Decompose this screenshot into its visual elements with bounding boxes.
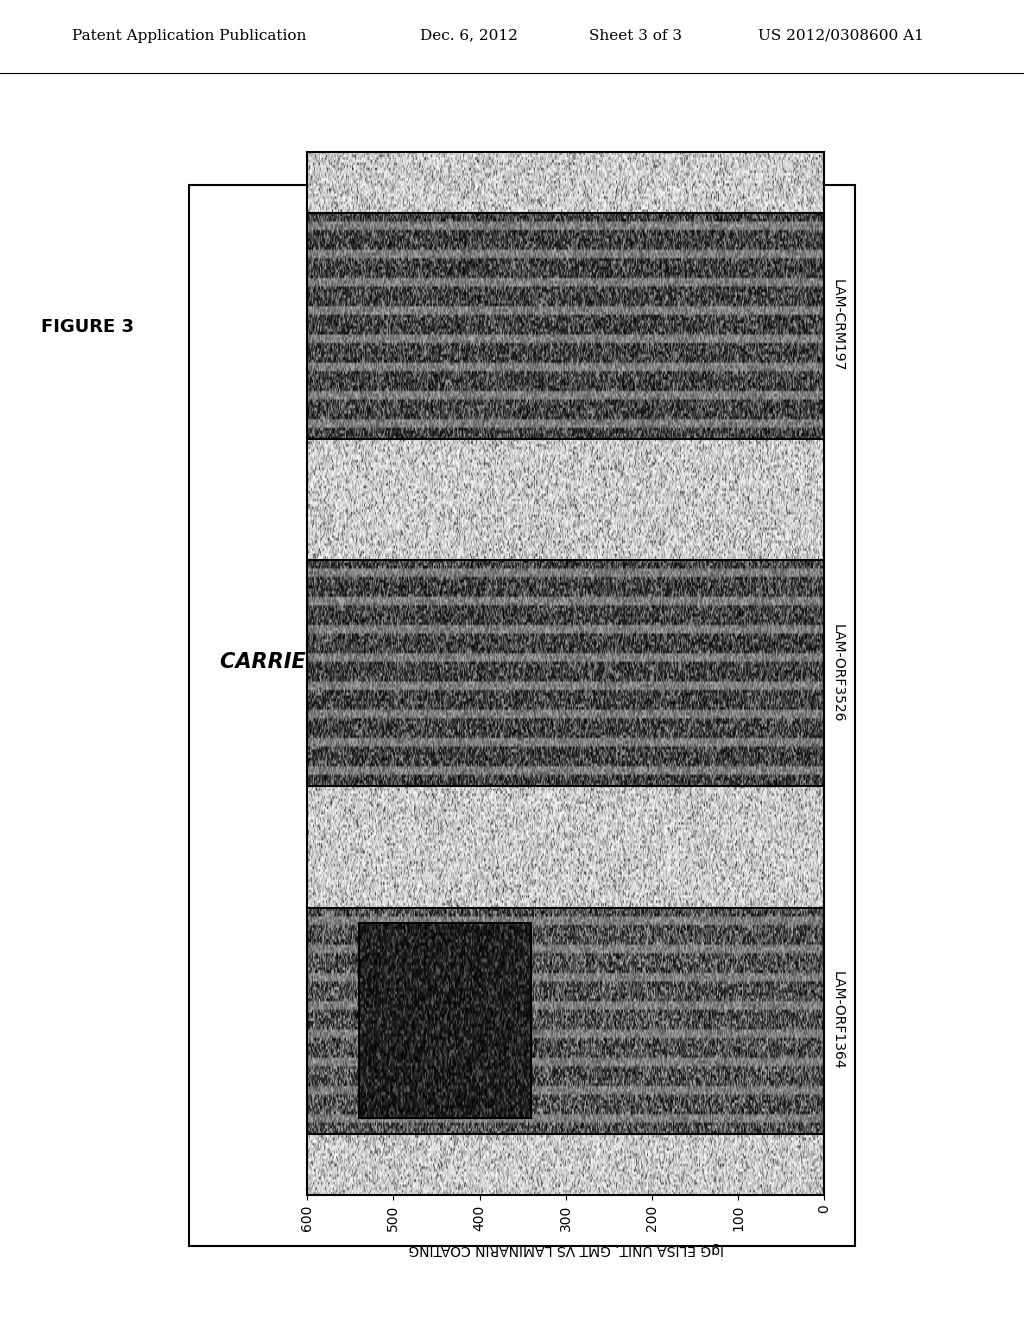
Text: LAM-ORF1364: LAM-ORF1364 bbox=[831, 972, 845, 1071]
Bar bbox=[307, 213, 824, 438]
Bar bbox=[307, 560, 824, 787]
Text: CARRIER PROTEIN STUDY 2: CARRIER PROTEIN STUDY 2 bbox=[220, 652, 539, 672]
Bar bbox=[358, 924, 531, 1118]
Bar bbox=[307, 908, 824, 1134]
X-axis label: IgG ELISA UNIT, GMT VS LAMINARIN COATING: IgG ELISA UNIT, GMT VS LAMINARIN COATING bbox=[408, 1242, 724, 1255]
Text: LAM-ORF3526: LAM-ORF3526 bbox=[831, 624, 845, 722]
Text: Sheet 3 of 3: Sheet 3 of 3 bbox=[589, 29, 682, 42]
Text: US 2012/0308600 A1: US 2012/0308600 A1 bbox=[758, 29, 924, 42]
Text: Patent Application Publication: Patent Application Publication bbox=[72, 29, 306, 42]
Text: Dec. 6, 2012: Dec. 6, 2012 bbox=[420, 29, 518, 42]
Bar bbox=[189, 185, 855, 1246]
Text: LAM-CRM197: LAM-CRM197 bbox=[831, 280, 845, 372]
Text: FIGURE 3: FIGURE 3 bbox=[41, 318, 134, 337]
